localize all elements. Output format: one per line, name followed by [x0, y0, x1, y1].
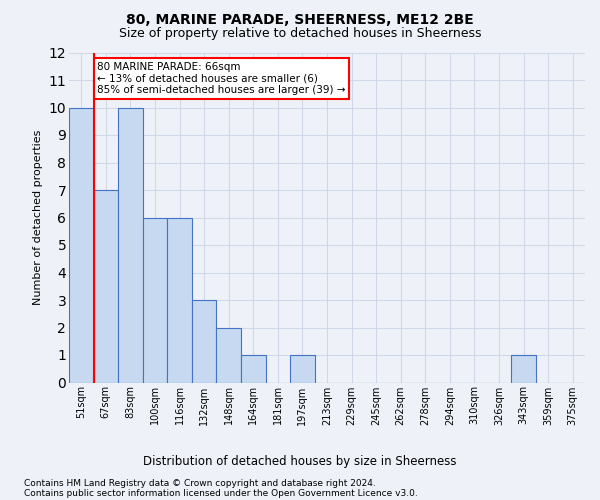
Text: 80 MARINE PARADE: 66sqm
← 13% of detached houses are smaller (6)
85% of semi-det: 80 MARINE PARADE: 66sqm ← 13% of detache…: [97, 62, 346, 96]
Text: Contains public sector information licensed under the Open Government Licence v3: Contains public sector information licen…: [24, 489, 418, 498]
Text: 80, MARINE PARADE, SHEERNESS, ME12 2BE: 80, MARINE PARADE, SHEERNESS, ME12 2BE: [126, 12, 474, 26]
Y-axis label: Number of detached properties: Number of detached properties: [33, 130, 43, 305]
Text: Contains HM Land Registry data © Crown copyright and database right 2024.: Contains HM Land Registry data © Crown c…: [24, 479, 376, 488]
Bar: [511, 355, 536, 382]
Bar: [217, 328, 241, 382]
Text: Distribution of detached houses by size in Sheerness: Distribution of detached houses by size …: [143, 455, 457, 468]
Bar: [94, 190, 118, 382]
Bar: [241, 355, 266, 382]
Bar: [69, 108, 94, 382]
Text: Size of property relative to detached houses in Sheerness: Size of property relative to detached ho…: [119, 28, 481, 40]
Bar: [192, 300, 217, 382]
Bar: [290, 355, 315, 382]
Bar: [118, 108, 143, 382]
Bar: [167, 218, 192, 382]
Bar: [143, 218, 167, 382]
